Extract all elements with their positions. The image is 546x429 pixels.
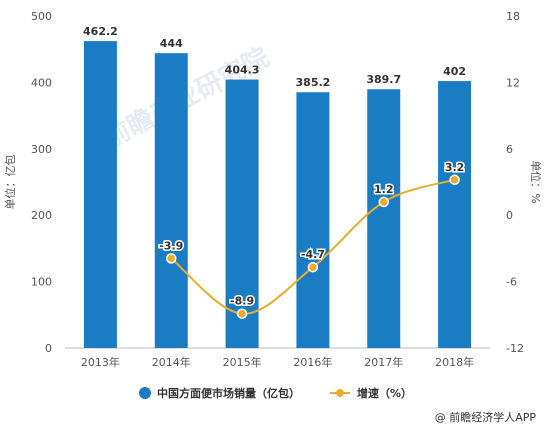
x-tick-label: 2016年: [293, 355, 332, 369]
bar: [367, 89, 401, 348]
y2-axis-title: 单位：%: [529, 160, 543, 203]
y2-tick-label: 6: [506, 143, 513, 156]
x-tick-label: 2014年: [152, 355, 191, 369]
bar: [438, 81, 472, 349]
y2-tick-label: -12: [506, 342, 524, 355]
growth-point: [378, 196, 389, 208]
y-tick-label: 400: [31, 76, 52, 89]
y2-tick-label: 0: [506, 209, 513, 222]
x-tick-label: 2015年: [223, 355, 262, 369]
y-tick-label: 300: [31, 143, 52, 156]
bar: [296, 92, 330, 348]
line-series: -3.9 -8.9 -4.7 1.2 3.2: [158, 159, 466, 319]
legend-bar-marker: [139, 387, 151, 399]
y2-tick-label: 12: [506, 76, 520, 89]
source-credit: @ 前瞻经济学人APP: [435, 410, 537, 424]
y-axis-title: 单位：亿包: [3, 155, 17, 210]
bar-series: 462.2 444 404.3 385.2 389.7 402: [83, 25, 472, 349]
legend-line-dot: [336, 389, 344, 397]
y-tick-label: 0: [45, 342, 52, 355]
bar: [154, 53, 188, 349]
y2-tick-label: 18: [506, 10, 520, 23]
growth-value-label: -8.9: [230, 295, 254, 308]
axes: 0 100 200 300 400 500 -12 -6 0 6 12 18 2013年 2014年 201…: [3, 10, 543, 369]
legend-line-label: 增速（%）: [357, 386, 412, 400]
legend: 中国方面便市场销量（亿包） 增速（%）: [139, 386, 412, 400]
growth-value-label: -3.9: [159, 239, 183, 252]
bar-value-label: 389.7: [366, 73, 401, 86]
growth-point: [166, 253, 177, 264]
growth-point: [236, 308, 248, 319]
y-tick-label: 100: [31, 276, 52, 289]
bar: [83, 41, 117, 348]
y-tick-label: 200: [31, 209, 52, 222]
growth-point: [307, 261, 319, 273]
bar-value-label: 385.2: [296, 76, 331, 89]
bar-value-label: 444: [160, 37, 183, 50]
bar: [225, 79, 259, 348]
growth-value-label: 1.2: [374, 183, 394, 196]
y2-tick-label: -6: [506, 276, 517, 289]
growth-value-label: 3.2: [445, 161, 465, 174]
x-tick-label: 2017年: [364, 355, 403, 369]
bar-value-label: 402: [443, 65, 466, 78]
growth-value-label: -4.7: [301, 248, 325, 261]
x-tick-label: 2018年: [435, 355, 474, 369]
legend-bar-label: 中国方面便市场销量（亿包）: [157, 386, 300, 400]
x-tick-label: 2013年: [81, 355, 120, 369]
bar-value-label: 462.2: [83, 25, 118, 38]
growth-point: [449, 174, 460, 186]
y-tick-label: 500: [31, 10, 52, 23]
bar-value-label: 404.3: [225, 64, 260, 77]
